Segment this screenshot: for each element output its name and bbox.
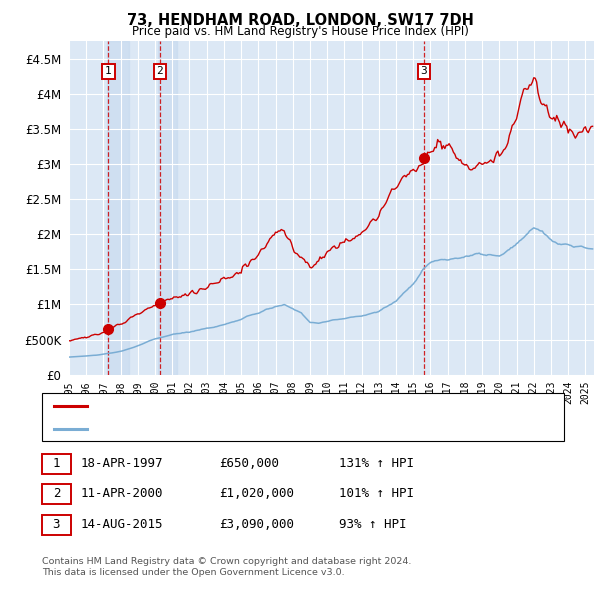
Text: HPI: Average price, detached house, Wandsworth: HPI: Average price, detached house, Wand… xyxy=(93,424,404,434)
Bar xyxy=(158,41,177,375)
Text: 73, HENDHAM ROAD, LONDON, SW17 7DH: 73, HENDHAM ROAD, LONDON, SW17 7DH xyxy=(127,13,473,28)
Text: 2: 2 xyxy=(53,487,60,500)
Text: 101% ↑ HPI: 101% ↑ HPI xyxy=(339,487,414,500)
Text: £3,090,000: £3,090,000 xyxy=(219,518,294,531)
Text: 2: 2 xyxy=(157,67,163,77)
Text: Contains HM Land Registry data © Crown copyright and database right 2024.: Contains HM Land Registry data © Crown c… xyxy=(42,558,412,566)
Text: Price paid vs. HM Land Registry's House Price Index (HPI): Price paid vs. HM Land Registry's House … xyxy=(131,25,469,38)
Text: 73, HENDHAM ROAD, LONDON, SW17 7DH (detached house): 73, HENDHAM ROAD, LONDON, SW17 7DH (deta… xyxy=(93,401,437,411)
Text: 3: 3 xyxy=(421,67,427,77)
Text: 18-APR-1997: 18-APR-1997 xyxy=(81,457,163,470)
Text: 1: 1 xyxy=(53,457,60,470)
Text: £1,020,000: £1,020,000 xyxy=(219,487,294,500)
Bar xyxy=(107,41,129,375)
Text: 1: 1 xyxy=(105,67,112,77)
Text: 131% ↑ HPI: 131% ↑ HPI xyxy=(339,457,414,470)
Text: This data is licensed under the Open Government Licence v3.0.: This data is licensed under the Open Gov… xyxy=(42,568,344,577)
Text: 14-AUG-2015: 14-AUG-2015 xyxy=(81,518,163,531)
Text: 11-APR-2000: 11-APR-2000 xyxy=(81,487,163,500)
Text: 3: 3 xyxy=(53,518,60,531)
Text: 93% ↑ HPI: 93% ↑ HPI xyxy=(339,518,407,531)
Text: £650,000: £650,000 xyxy=(219,457,279,470)
